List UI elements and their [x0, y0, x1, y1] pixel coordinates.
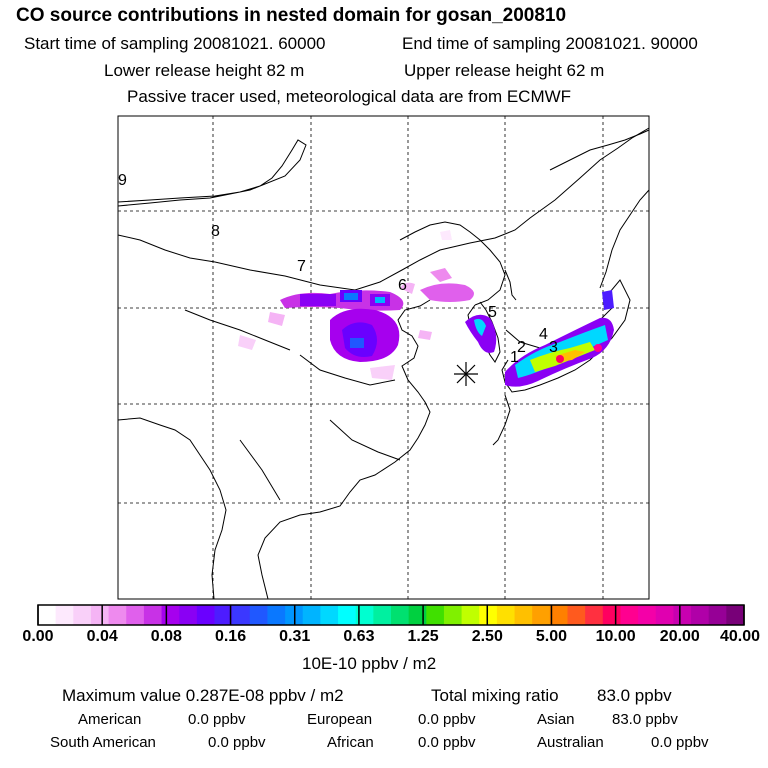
region-label-6: 6 [398, 277, 407, 294]
south-american-value: 0.0 ppbv [208, 734, 266, 751]
receptor-asterisk-icon [454, 362, 478, 386]
asian-label: Asian [537, 711, 575, 728]
colorbar-tick-label: 0.63 [343, 628, 375, 645]
australian-label: Australian [537, 734, 604, 751]
total-mixing-label: Total mixing ratio [431, 686, 559, 705]
european-label: European [307, 711, 373, 728]
region-label-7: 7 [297, 258, 306, 275]
upper-height-text: Upper release height 62 m [404, 61, 605, 80]
african-value: 0.0 ppbv [418, 734, 476, 751]
concentration-field [238, 230, 614, 387]
region-labels: 1 2 3 4 5 6 7 8 9 [118, 172, 558, 366]
south-american-label: South American [50, 734, 156, 751]
region-label-1: 1 [510, 349, 519, 366]
plume-patch [300, 294, 336, 306]
tracer-note-text: Passive tracer used, meteorological data… [127, 87, 572, 106]
european-value: 0.0 ppbv [418, 711, 476, 728]
region-label-8: 8 [211, 223, 220, 240]
start-time-text: Start time of sampling 20081021. 60000 [24, 34, 326, 53]
asian-value: 83.0 ppbv [612, 711, 678, 728]
colorbar-tick-label: 2.50 [471, 628, 503, 645]
total-mixing-value: 83.0 ppbv [597, 686, 672, 705]
colorbar-tick-label: 20.00 [659, 628, 700, 645]
lower-height-text: Lower release height 82 m [104, 61, 305, 80]
colorbar-tick-label: 1.25 [407, 628, 439, 645]
region-label-2: 2 [517, 339, 526, 356]
colorbar-tick-label: 0.31 [279, 628, 311, 645]
colorbar-unit: 10E-10 ppbv / m2 [302, 654, 437, 673]
end-time-text: End time of sampling 20081021. 90000 [402, 34, 698, 53]
colorbar-tick-label: 0.16 [214, 628, 247, 645]
region-label-3: 3 [549, 339, 558, 356]
colorbar-tick-label: 40.00 [719, 628, 761, 645]
colorbar-tick-label: 5.00 [535, 628, 568, 645]
region-label-4: 4 [539, 326, 548, 343]
colorbar-tick-label: 0.04 [86, 628, 118, 645]
map-panel: 1 2 3 4 5 6 7 8 9 [117, 115, 650, 600]
region-label-9: 9 [118, 172, 127, 189]
australian-value: 0.0 ppbv [651, 734, 709, 751]
plot-title: CO source contributions in nested domain… [16, 5, 567, 26]
region-label-5: 5 [488, 304, 497, 321]
african-label: African [327, 734, 374, 751]
colorbar-tick-label: 0.08 [150, 628, 182, 645]
american-label: American [78, 711, 142, 728]
colorbar-tick-label: 0.00 [22, 628, 54, 645]
max-value-text: Maximum value 0.287E-08 ppbv / m2 [62, 686, 344, 705]
american-value: 0.0 ppbv [188, 711, 246, 728]
colorbar-tick-label: 10.00 [595, 628, 636, 645]
